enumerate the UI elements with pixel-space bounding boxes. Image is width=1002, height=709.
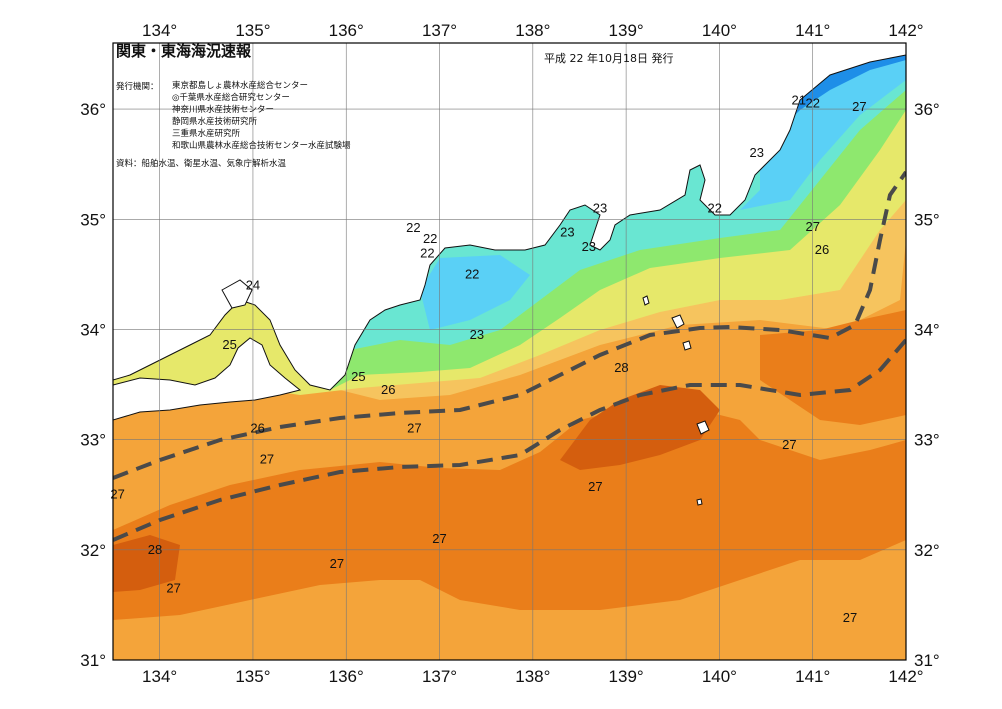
land-hachijojima — [696, 420, 710, 435]
longitude-label: 138° — [515, 21, 550, 40]
longitude-label: 136° — [329, 667, 364, 686]
longitude-label: 141° — [795, 21, 830, 40]
contour-label: 24 — [246, 277, 260, 292]
latitude-labels-left: 36° 35° 34° 33° 32° 31° — [80, 100, 106, 670]
contour-label: 28 — [148, 542, 162, 557]
latitude-label: 33° — [914, 431, 940, 450]
longitude-label: 140° — [702, 21, 737, 40]
longitude-label: 140° — [702, 667, 737, 686]
contour-label: 27 — [782, 437, 796, 452]
contour-label: 22 — [423, 231, 437, 246]
latitude-label: 36° — [80, 100, 106, 119]
contour-label: 22 — [420, 245, 434, 260]
contour-label: 25 — [351, 369, 365, 384]
contour-label: 23 — [582, 239, 596, 254]
latitude-label: 34° — [80, 320, 106, 339]
kuroshio-south-boundary — [113, 338, 906, 542]
sea-zone-29 — [560, 385, 720, 470]
latitude-label: 35° — [914, 210, 940, 229]
land-kinki — [113, 43, 906, 391]
latitude-label: 31° — [80, 651, 106, 670]
latitude-label: 35° — [80, 210, 106, 229]
contour-label: 27 — [588, 479, 602, 494]
contour-label: 26 — [250, 421, 264, 436]
longitude-label: 137° — [422, 667, 457, 686]
graticule — [113, 43, 906, 660]
contour-label: 27 — [166, 580, 180, 595]
map-frame — [112, 42, 907, 661]
contour-label: 27 — [330, 556, 344, 571]
contour-label: 21 — [791, 92, 805, 107]
latitude-label: 33° — [80, 431, 106, 450]
contour-label: 27 — [432, 531, 446, 546]
contour-label: 28 — [614, 360, 628, 375]
contour-label: 22 — [406, 220, 420, 235]
longitude-label: 142° — [888, 21, 923, 40]
longitude-label: 135° — [235, 667, 270, 686]
land-izu-oshima — [671, 314, 685, 329]
contour-label: 23 — [470, 327, 484, 342]
land-awaji-island — [221, 279, 253, 309]
longitude-labels-top: 134° 135° 136° 137° 138° 139° 140° 141° 142° — [142, 21, 924, 40]
longitude-label: 134° — [142, 21, 177, 40]
kuroshio-north-boundary — [113, 170, 906, 480]
sea-zone-22 — [420, 255, 530, 330]
contour-label: 27 — [260, 451, 274, 466]
longitude-labels-bottom: 134° 135° 136° 137° 138° 139° 140° 141° 142° — [142, 667, 924, 686]
contour-label: 27 — [407, 421, 421, 436]
latitude-label: 34° — [914, 320, 940, 339]
contour-labels: 21 22 272322232323272622222222242523282526… — [110, 92, 866, 625]
latitude-label: 31° — [914, 651, 940, 670]
contour-label: 27 — [110, 487, 124, 502]
longitude-label: 141° — [795, 667, 830, 686]
contour-label: 27 — [843, 610, 857, 625]
longitude-label: 138° — [515, 667, 550, 686]
latitude-labels-right: 36° 35° 34° 33° 32° 31° — [914, 100, 940, 670]
contour-label: 22 — [465, 266, 479, 281]
contour-label: 22 — [805, 96, 819, 111]
land-niijima — [642, 295, 650, 306]
longitude-label: 137° — [422, 21, 457, 40]
contour-label: 25 — [222, 337, 236, 352]
contour-label: 27 — [805, 219, 819, 234]
contour-label: 23 — [593, 200, 607, 215]
latitude-label: 32° — [914, 541, 940, 560]
longitude-label: 139° — [609, 667, 644, 686]
contour-label: 23 — [560, 225, 574, 240]
sea-zone-28-southwest — [113, 405, 906, 620]
longitude-label: 139° — [609, 21, 644, 40]
contour-label: 22 — [708, 200, 722, 215]
contour-label: 26 — [815, 242, 829, 257]
contour-label: 23 — [749, 145, 763, 160]
land-miyakejima — [682, 340, 692, 351]
longitude-label: 142° — [888, 667, 923, 686]
longitude-label: 136° — [329, 21, 364, 40]
latitude-label: 32° — [80, 541, 106, 560]
latitude-label: 36° — [914, 100, 940, 119]
land-aogashima — [696, 498, 703, 506]
sea-zone-29-west — [113, 535, 180, 592]
contour-label: 27 — [852, 99, 866, 114]
longitude-label: 134° — [142, 667, 177, 686]
contour-label: 26 — [381, 382, 395, 397]
longitude-label: 135° — [235, 21, 270, 40]
